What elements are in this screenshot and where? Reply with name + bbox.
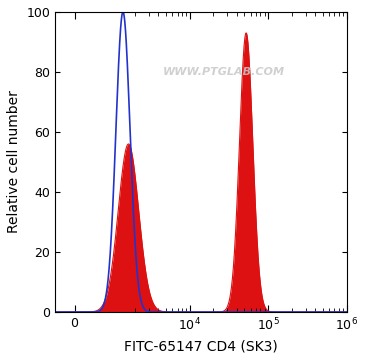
Y-axis label: Relative cell number: Relative cell number bbox=[7, 91, 21, 233]
Text: WWW.PTGLAB.COM: WWW.PTGLAB.COM bbox=[163, 67, 285, 77]
X-axis label: FITC-65147 CD4 (SK3): FITC-65147 CD4 (SK3) bbox=[124, 339, 278, 353]
